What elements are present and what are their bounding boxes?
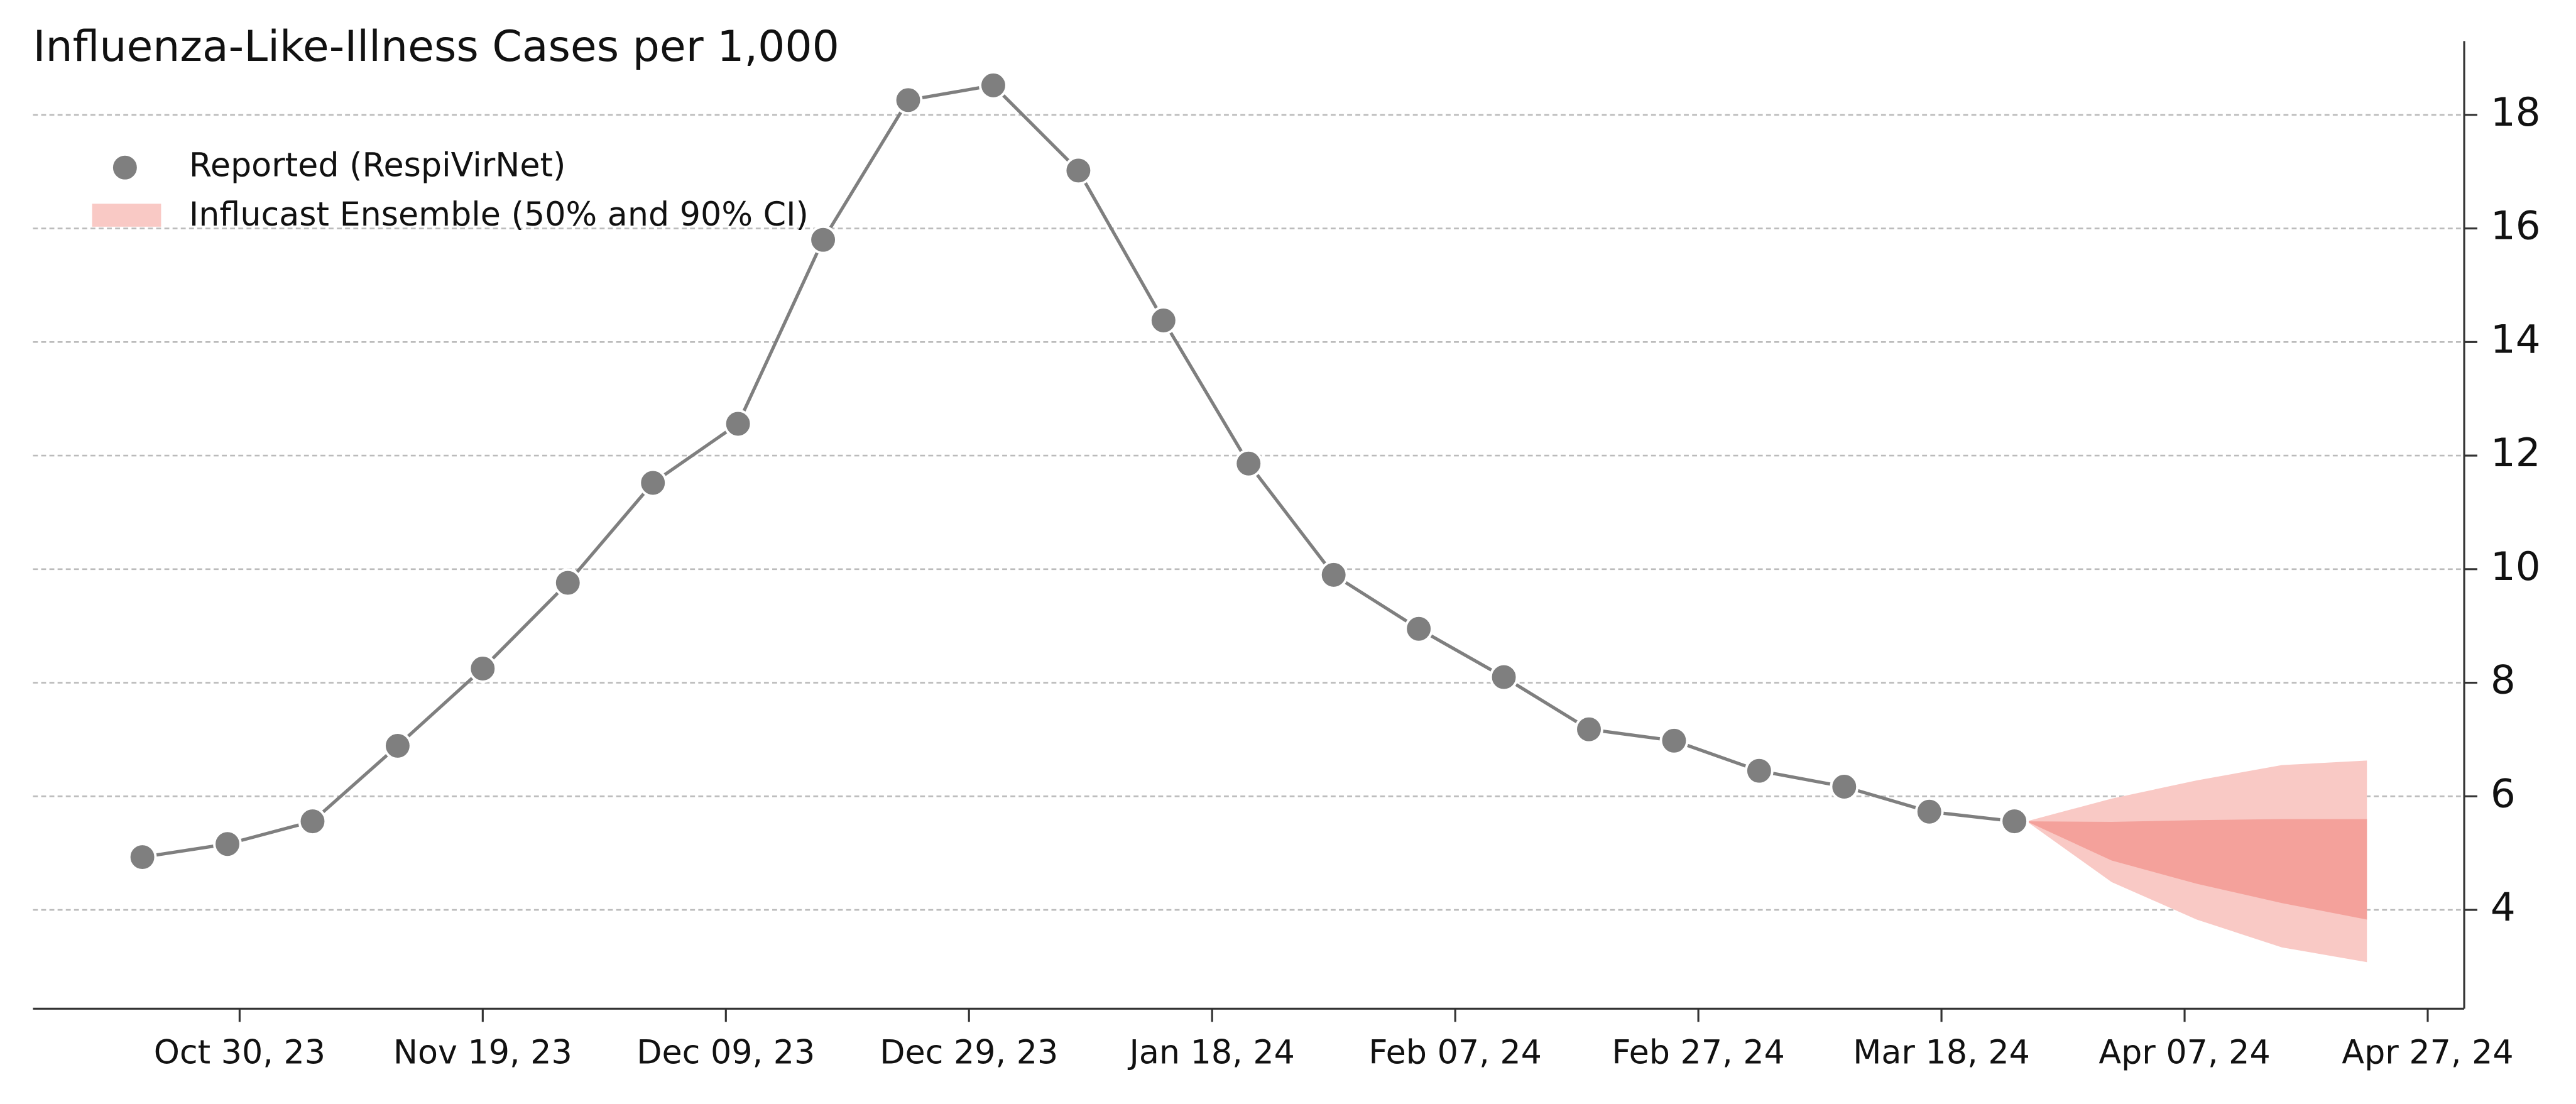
chart-title: Influenza-Like-Illness Cases per 1,000 <box>33 22 839 72</box>
legend-marker <box>110 153 139 182</box>
reported-point <box>809 225 838 254</box>
reported-point <box>979 70 1008 100</box>
reported-point <box>553 568 582 598</box>
x-tick-label: Apr 07, 24 <box>2098 1034 2270 1072</box>
reported-point <box>1234 449 1263 478</box>
reported-point <box>213 829 242 859</box>
y-tick-label: 10 <box>2491 544 2541 589</box>
reported-point <box>723 409 753 439</box>
reported-point <box>1149 306 1178 335</box>
reported-point <box>1744 756 1774 785</box>
reported-point <box>1489 662 1519 692</box>
legend-label: Influcast Ensemble (50% and 90% CI) <box>189 195 809 234</box>
x-tick-label: Jan 18, 24 <box>1127 1034 1295 1072</box>
x-tick-label: Feb 27, 24 <box>1612 1034 1784 1072</box>
y-tick-label: 8 <box>2491 657 2516 703</box>
reported-point <box>383 731 412 760</box>
y-tick-label: 16 <box>2491 203 2541 249</box>
y-tick-label: 14 <box>2491 316 2541 362</box>
reported-point <box>468 654 498 683</box>
reported-point <box>2000 807 2029 836</box>
reported-point <box>298 807 327 836</box>
y-tick-label: 18 <box>2491 89 2541 135</box>
y-tick-label: 6 <box>2491 770 2516 816</box>
reported-point <box>1319 560 1348 589</box>
reported-point <box>1575 714 1603 744</box>
reported-point <box>1830 772 1859 801</box>
x-tick-label: Dec 09, 23 <box>636 1034 815 1072</box>
x-tick-label: Nov 19, 23 <box>393 1034 572 1072</box>
x-tick-label: Feb 07, 24 <box>1368 1034 1541 1072</box>
x-tick-label: Apr 27, 24 <box>2342 1034 2513 1072</box>
reported-point <box>1064 156 1093 185</box>
reported-point <box>638 468 668 498</box>
x-tick-label: Oct 30, 23 <box>154 1034 325 1072</box>
ci-50-band <box>2026 819 2367 920</box>
x-tick-label: Dec 29, 23 <box>880 1034 1058 1072</box>
reported-point <box>128 843 157 872</box>
y-tick-label: 12 <box>2491 430 2541 476</box>
legend-swatch <box>92 204 161 227</box>
legend-label: Reported (RespiVirNet) <box>189 146 566 185</box>
reported-point <box>1659 726 1689 755</box>
y-tick-label: 4 <box>2491 884 2516 930</box>
reported-point <box>1914 797 1944 826</box>
reported-point <box>893 85 923 115</box>
reported-point <box>1404 614 1433 643</box>
x-tick-label: Mar 18, 24 <box>1853 1034 2030 1072</box>
